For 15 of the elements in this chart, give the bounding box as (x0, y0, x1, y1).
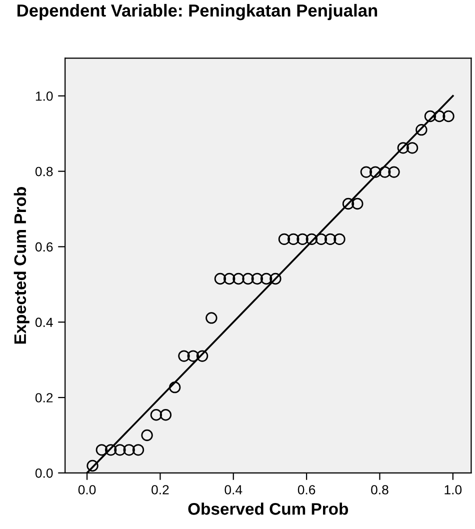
y-tick-label: 0.6 (35, 242, 53, 252)
y-axis-title: Expected Cum Prob (14, 187, 30, 344)
x-tick-label: 0.4 (224, 485, 242, 494)
x-tick-label: 0.0 (78, 485, 96, 494)
chart-title: Dependent Variable: Peningkatan Penjualan (18, 4, 378, 20)
y-tick-label: 0.4 (35, 318, 53, 328)
y-tick-label: 1.0 (36, 91, 53, 101)
y-tick-label: 0.8 (35, 166, 53, 176)
x-axis-title: Observed Cum Prob (188, 502, 348, 515)
y-tick-label: 0.0 (35, 468, 53, 478)
x-tick-label: 0.6 (298, 485, 316, 494)
x-tick-label: 0.2 (152, 485, 169, 494)
x-tick-label: 1.0 (444, 485, 462, 494)
y-tick-label: 0.2 (35, 393, 53, 402)
x-tick-label: 0.8 (371, 485, 388, 494)
